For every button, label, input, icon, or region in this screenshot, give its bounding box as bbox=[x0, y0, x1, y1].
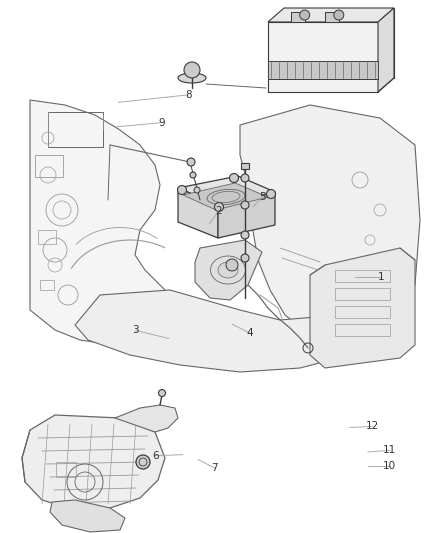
Polygon shape bbox=[178, 176, 275, 205]
Circle shape bbox=[184, 62, 200, 78]
Text: 6: 6 bbox=[152, 451, 159, 461]
Polygon shape bbox=[310, 248, 415, 368]
Bar bbox=[35, 155, 63, 177]
Circle shape bbox=[136, 455, 150, 469]
Polygon shape bbox=[183, 183, 268, 210]
Text: 7: 7 bbox=[211, 463, 218, 473]
Ellipse shape bbox=[218, 262, 238, 278]
Circle shape bbox=[241, 231, 249, 239]
Bar bbox=[38, 230, 56, 244]
Text: 5: 5 bbox=[259, 192, 266, 202]
Bar bbox=[335, 324, 390, 336]
Ellipse shape bbox=[178, 73, 206, 83]
Polygon shape bbox=[115, 405, 178, 432]
Polygon shape bbox=[22, 415, 165, 510]
Text: 8: 8 bbox=[185, 90, 192, 100]
Circle shape bbox=[194, 187, 200, 193]
Polygon shape bbox=[195, 240, 262, 300]
Circle shape bbox=[241, 201, 249, 209]
Polygon shape bbox=[178, 188, 218, 238]
Circle shape bbox=[190, 172, 196, 178]
Text: 11: 11 bbox=[383, 446, 396, 455]
Text: 1: 1 bbox=[378, 272, 385, 282]
Text: 10: 10 bbox=[383, 462, 396, 471]
Bar bbox=[335, 306, 390, 318]
Polygon shape bbox=[30, 100, 170, 345]
Circle shape bbox=[215, 203, 223, 212]
Circle shape bbox=[241, 254, 249, 262]
Text: 2: 2 bbox=[215, 206, 223, 215]
Circle shape bbox=[334, 10, 344, 20]
Text: 4: 4 bbox=[246, 328, 253, 338]
Bar bbox=[40, 280, 54, 290]
Bar bbox=[241, 163, 249, 169]
Text: 3: 3 bbox=[132, 326, 139, 335]
Circle shape bbox=[159, 390, 166, 397]
Bar bbox=[325, 12, 339, 22]
Polygon shape bbox=[75, 290, 370, 372]
Bar bbox=[56, 462, 76, 477]
Text: 9: 9 bbox=[159, 118, 166, 127]
Bar bbox=[48, 112, 103, 147]
Polygon shape bbox=[50, 500, 125, 532]
Text: 12: 12 bbox=[366, 422, 379, 431]
Circle shape bbox=[266, 190, 276, 198]
Bar bbox=[291, 12, 305, 22]
Polygon shape bbox=[378, 8, 394, 92]
Polygon shape bbox=[218, 192, 275, 238]
Bar bbox=[268, 61, 378, 79]
Polygon shape bbox=[268, 8, 394, 22]
Circle shape bbox=[226, 259, 238, 271]
Circle shape bbox=[300, 10, 310, 20]
Circle shape bbox=[230, 174, 239, 182]
Bar bbox=[335, 270, 390, 282]
Circle shape bbox=[241, 174, 249, 182]
Bar bbox=[335, 288, 390, 300]
Circle shape bbox=[177, 185, 187, 195]
Circle shape bbox=[187, 158, 195, 166]
Polygon shape bbox=[268, 22, 378, 92]
Polygon shape bbox=[240, 105, 420, 345]
